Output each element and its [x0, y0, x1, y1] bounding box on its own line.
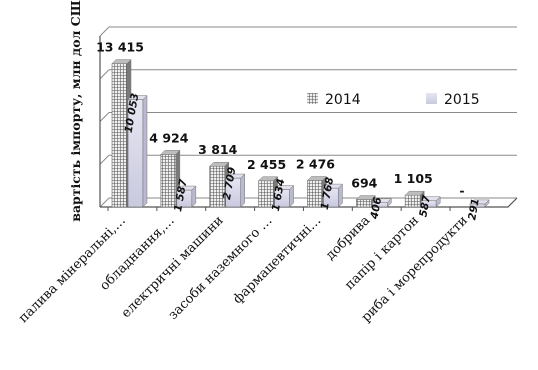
bar-side-2015 — [142, 94, 148, 208]
legend-label-2015: 2015 — [444, 92, 480, 108]
value-label-2015: 1 587 — [172, 178, 190, 213]
legend-label-2014: 2014 — [325, 92, 361, 108]
bar-2014 — [404, 194, 421, 208]
value-label-2014: 1 105 — [394, 171, 433, 186]
bar-side-2015 — [191, 185, 197, 208]
value-label-2014: 4 924 — [149, 130, 188, 145]
value-label-2015: 2 709 — [221, 166, 239, 200]
gridline-side — [99, 112, 110, 122]
bar-2014 — [356, 199, 372, 208]
value-label-2015: 291 — [466, 197, 482, 221]
y-axis-label: вартість імпорту, млн дол США — [68, 0, 83, 222]
value-label-2014: 2 476 — [296, 157, 335, 172]
bar-side-2015 — [435, 196, 441, 208]
value-label-2015: 1 634 — [270, 178, 288, 212]
bar-2014 — [111, 63, 128, 208]
gridline-side — [99, 197, 110, 208]
value-label-2015: 587 — [417, 194, 433, 218]
bar-side-2015 — [484, 199, 490, 208]
legend-swatch-2015 — [426, 93, 437, 104]
value-label-2014: 3 814 — [198, 142, 237, 157]
gridline-side — [99, 26, 110, 37]
legend: 2014 2015 — [307, 92, 480, 108]
value-label-2014: - — [459, 183, 464, 198]
bar-side-2015 — [240, 173, 245, 208]
value-label-2014: 2 455 — [247, 157, 286, 172]
gridline-side — [99, 69, 110, 80]
gridline-side — [99, 154, 110, 165]
bars — [111, 59, 490, 208]
category-labels: паливa мінеральні,…обладнання,…електричн… — [16, 213, 471, 326]
value-label-2014: 694 — [351, 176, 377, 191]
value-label-2015: 1 768 — [319, 176, 337, 210]
legend-swatch-2014 — [307, 93, 318, 104]
category-label: добрива — [323, 213, 373, 263]
value-label-2015: 406 — [368, 196, 384, 221]
category-label: фармацевтичні… — [230, 213, 324, 307]
bar-side-2015 — [338, 183, 343, 208]
bar-side-2015 — [289, 184, 294, 208]
bar-side-2015 — [387, 198, 392, 208]
value-label-2014: 13 415 — [96, 40, 144, 55]
